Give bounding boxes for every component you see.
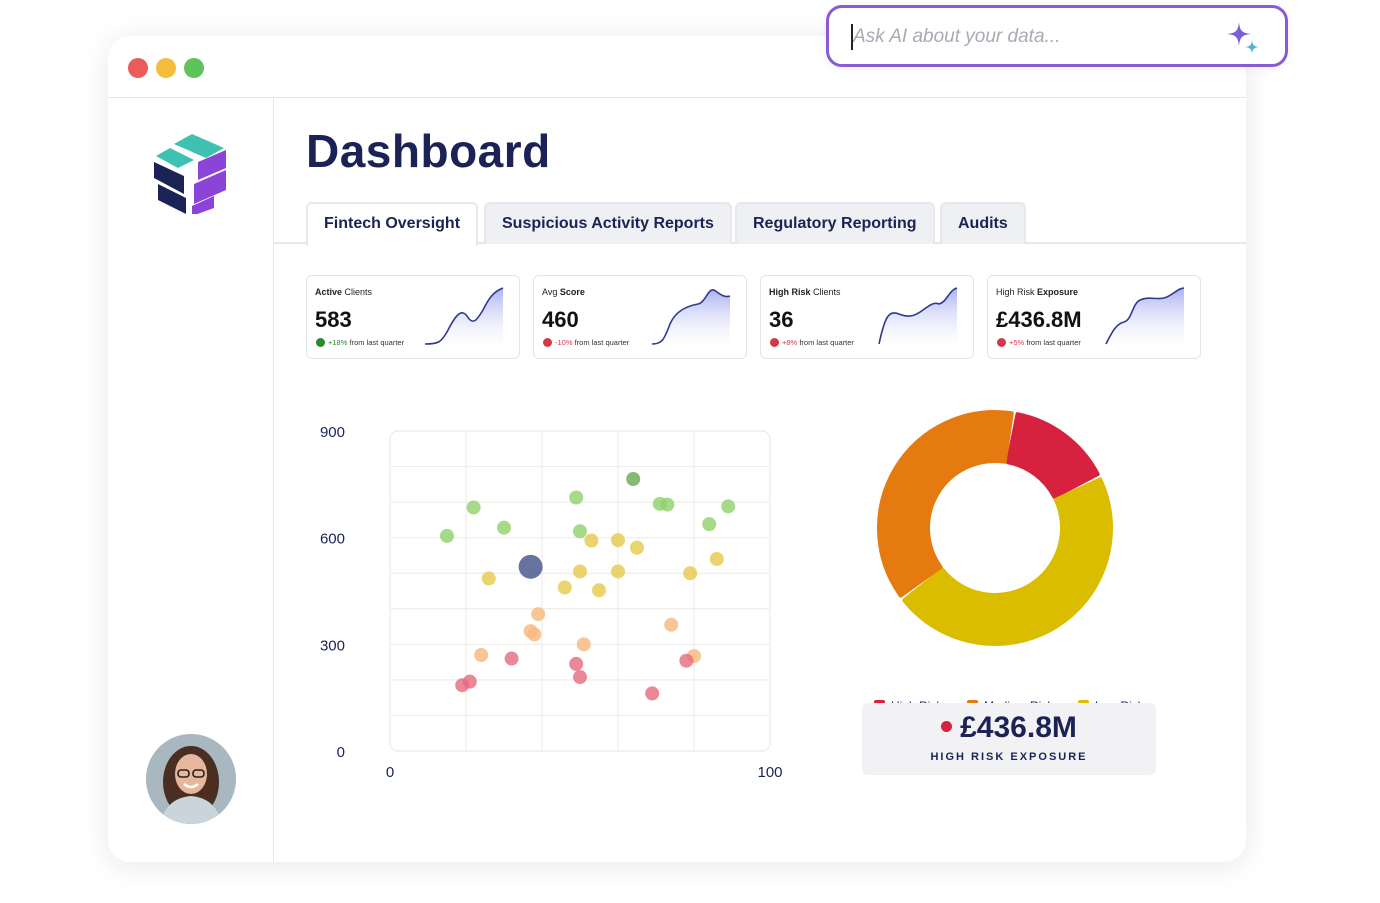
kpi-card-avg-score[interactable]: Avg Score 460 -10% from last quarter bbox=[533, 275, 747, 359]
exposure-label: HIGH RISK EXPOSURE bbox=[930, 751, 1088, 763]
trend-down-icon bbox=[543, 338, 552, 347]
kpi-card-high-risk-clients[interactable]: High Risk Clients 36 +8% from last quart… bbox=[760, 275, 974, 359]
sparkline bbox=[1105, 287, 1185, 348]
status-dot-icon bbox=[941, 721, 953, 732]
ai-search-input[interactable] bbox=[853, 20, 1213, 54]
y-tick-label: 900 bbox=[320, 424, 345, 441]
scatter-point[interactable] bbox=[573, 564, 587, 579]
scatter-point[interactable] bbox=[455, 678, 470, 693]
scatter-point[interactable] bbox=[474, 648, 489, 662]
scatter-point[interactable] bbox=[576, 637, 591, 652]
scatter-point[interactable] bbox=[573, 670, 587, 685]
kpi-label: High Risk Exposure bbox=[996, 287, 1079, 297]
y-tick-label: 0 bbox=[337, 744, 345, 761]
sparkline bbox=[878, 287, 958, 348]
kpi-trend: -10% from last quarter bbox=[543, 338, 629, 347]
kpi-trend: +5% from last quarter bbox=[997, 338, 1081, 347]
maximize-window-button[interactable] bbox=[184, 58, 204, 78]
x-tick-label: 100 bbox=[757, 764, 782, 781]
kpi-value: 36 bbox=[769, 307, 794, 332]
sparkline bbox=[424, 287, 504, 348]
kpi-card-active-clients[interactable]: Active Clients 583 +18% from last quarte… bbox=[306, 275, 520, 359]
scatter-point[interactable] bbox=[679, 653, 694, 668]
scatter-point[interactable] bbox=[702, 517, 717, 532]
scatter-point[interactable] bbox=[557, 580, 572, 595]
scatter-point[interactable] bbox=[527, 627, 542, 642]
exposure-value: £436.8M bbox=[862, 711, 1156, 745]
plot-area bbox=[389, 430, 771, 752]
scatter-point[interactable] bbox=[630, 540, 644, 555]
sparkline bbox=[651, 289, 731, 348]
tab-fintech-oversight[interactable]: Fintech Oversight bbox=[306, 202, 479, 246]
trend-up-icon bbox=[316, 338, 325, 347]
kpi-label: Avg Score bbox=[542, 287, 585, 297]
kpi-value: 583 bbox=[315, 307, 352, 332]
ai-search-box[interactable] bbox=[826, 5, 1288, 67]
trend-down-icon bbox=[997, 338, 1006, 347]
kpi-label: Active Clients bbox=[315, 287, 373, 297]
donut-slice-low-risk[interactable] bbox=[902, 477, 1113, 646]
risk-donut-chart bbox=[877, 410, 1113, 646]
scatter-point[interactable] bbox=[569, 656, 584, 671]
scatter-point[interactable] bbox=[504, 651, 519, 666]
scatter-point[interactable] bbox=[592, 583, 606, 598]
scatter-point[interactable] bbox=[466, 500, 481, 515]
kpi-label: High Risk Clients bbox=[769, 287, 841, 297]
donut-slice-medium-risk[interactable] bbox=[877, 410, 1014, 598]
page-title: Dashboard bbox=[306, 125, 551, 177]
scatter-point[interactable] bbox=[626, 472, 641, 486]
risk-scatter-chart: 0 300 600 900 0 100 bbox=[320, 424, 783, 781]
tab-audits[interactable]: Audits bbox=[940, 202, 1026, 244]
y-tick-label: 600 bbox=[320, 531, 345, 548]
scatter-point[interactable] bbox=[709, 552, 724, 566]
brand-logo[interactable] bbox=[154, 134, 230, 214]
scatter-point[interactable] bbox=[683, 566, 698, 581]
trend-down-icon bbox=[770, 338, 779, 347]
kpi-trend: +8% from last quarter bbox=[770, 338, 854, 347]
scatter-point[interactable] bbox=[645, 686, 660, 701]
tab-bar: Fintech Oversight Suspicious Activity Re… bbox=[274, 202, 1246, 246]
tab-suspicious-activity-reports[interactable]: Suspicious Activity Reports bbox=[484, 202, 732, 244]
kpi-trend: +18% from last quarter bbox=[316, 338, 404, 347]
title-bar bbox=[108, 36, 1246, 98]
sidebar bbox=[108, 98, 274, 862]
sparkle-icon[interactable] bbox=[1225, 20, 1261, 56]
x-tick-label: 0 bbox=[386, 764, 394, 781]
scatter-point[interactable] bbox=[573, 524, 587, 539]
scatter-point[interactable] bbox=[481, 571, 496, 586]
scatter-point[interactable] bbox=[584, 533, 599, 548]
tab-regulatory-reporting[interactable]: Regulatory Reporting bbox=[735, 202, 935, 244]
scatter-point[interactable] bbox=[531, 607, 546, 622]
user-avatar[interactable] bbox=[146, 734, 236, 824]
kpi-value: £436.8M bbox=[996, 307, 1082, 332]
scatter-point[interactable] bbox=[611, 533, 625, 548]
text-cursor bbox=[851, 24, 853, 50]
main-content: Dashboard Fintech Oversight Suspicious A… bbox=[274, 98, 1246, 862]
exposure-summary: £436.8M HIGH RISK EXPOSURE bbox=[862, 703, 1156, 775]
scatter-point[interactable] bbox=[497, 520, 511, 535]
scatter-point[interactable] bbox=[664, 617, 679, 632]
scatter-point[interactable] bbox=[660, 497, 675, 512]
close-window-button[interactable] bbox=[128, 58, 148, 78]
scatter-point[interactable] bbox=[611, 564, 625, 579]
y-tick-label: 300 bbox=[320, 637, 345, 654]
donut-slice-high-risk[interactable] bbox=[1005, 412, 1100, 499]
scatter-point[interactable] bbox=[569, 490, 584, 505]
kpi-value: 460 bbox=[542, 307, 579, 332]
scatter-point[interactable] bbox=[440, 528, 454, 543]
scatter-point[interactable] bbox=[721, 499, 736, 514]
kpi-card-high-risk-exposure[interactable]: High Risk Exposure £436.8M +5% from last… bbox=[987, 275, 1201, 359]
app-window: Dashboard Fintech Oversight Suspicious A… bbox=[108, 36, 1246, 862]
scatter-point[interactable] bbox=[518, 554, 543, 579]
minimize-window-button[interactable] bbox=[156, 58, 176, 78]
